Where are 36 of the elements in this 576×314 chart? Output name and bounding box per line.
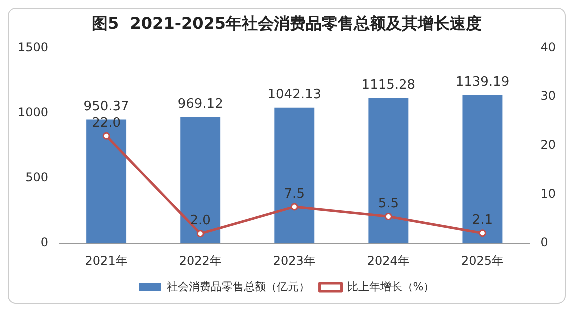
x-tick-label: 2021年 xyxy=(85,254,128,268)
data-label: 2.1 xyxy=(472,213,494,228)
point xyxy=(102,132,110,140)
data-label: 5.5 xyxy=(378,196,400,212)
legend-label: 比上年增长（%） xyxy=(347,280,435,294)
y2-tick-label: 20 xyxy=(540,138,556,152)
point xyxy=(196,230,204,238)
point xyxy=(384,212,392,220)
data-label: 1115.28 xyxy=(362,78,416,94)
y-tick-label: 1500 xyxy=(18,40,49,54)
point xyxy=(290,203,298,211)
bar xyxy=(180,117,221,244)
y-tick-label: 1000 xyxy=(18,105,49,120)
data-label: 7.5 xyxy=(284,186,305,202)
data-label: 2.0 xyxy=(190,214,211,229)
y2-tick-label: 0 xyxy=(540,236,548,250)
legend-label: 社会消费品零售总额（亿元） xyxy=(166,280,310,294)
x-tick-label: 2022年 xyxy=(179,254,222,268)
y2-tick-label: 30 xyxy=(540,89,556,104)
chart-title: 图5 2021-2025年社会消费品零售总额及其增长速度 xyxy=(92,14,482,33)
bar xyxy=(462,95,503,244)
bar xyxy=(368,98,409,244)
data-label: 22.0 xyxy=(92,116,122,132)
data-label: 969.12 xyxy=(178,97,224,112)
x-tick-label: 2024年 xyxy=(367,254,410,268)
point xyxy=(478,230,486,238)
data-label: 1139.19 xyxy=(456,75,510,90)
y2-tick-label: 40 xyxy=(540,40,556,54)
y-tick-label: 500 xyxy=(26,170,49,185)
x-tick-label: 2025年 xyxy=(461,254,504,268)
data-label: 950.37 xyxy=(84,100,130,115)
data-label: 1042.13 xyxy=(268,88,322,103)
y2-tick-label: 10 xyxy=(540,186,556,201)
y-tick-label: 0 xyxy=(40,236,49,250)
x-tick-label: 2023年 xyxy=(273,254,316,268)
bar xyxy=(274,108,315,244)
